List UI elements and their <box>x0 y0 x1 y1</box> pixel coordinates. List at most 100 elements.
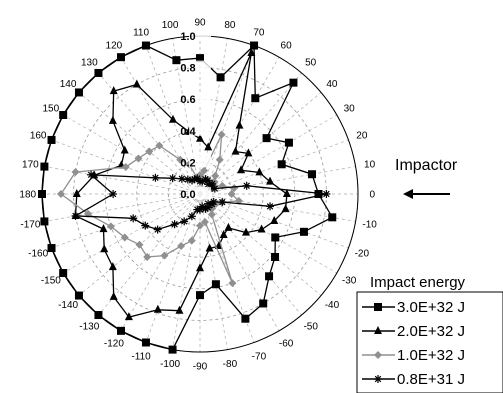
data-point <box>106 222 115 231</box>
data-point <box>47 244 56 253</box>
data-point <box>215 155 224 164</box>
data-point <box>176 155 185 164</box>
series <box>56 130 243 288</box>
data-point <box>314 190 323 198</box>
data-point <box>284 138 293 147</box>
data-point <box>153 225 162 234</box>
data-point <box>141 41 150 50</box>
angle-tick-label: -90 <box>193 362 208 373</box>
legend-title: Impact energy <box>370 274 466 291</box>
data-point <box>281 204 290 213</box>
legend-label: 3.0E+32 J <box>397 299 465 316</box>
data-point <box>187 236 196 245</box>
data-point <box>143 252 152 261</box>
data-point <box>109 190 118 198</box>
data-point <box>121 162 130 171</box>
grid-spoke <box>120 193 201 332</box>
data-point <box>196 133 204 142</box>
angle-tick-label: 60 <box>281 40 293 51</box>
angle-tick-label: 70 <box>253 28 265 39</box>
data-point <box>40 162 49 171</box>
data-point <box>94 68 103 77</box>
impactor-annotation: Impactor <box>395 157 458 199</box>
angle-tick-label: 140 <box>60 79 77 90</box>
data-point <box>120 145 129 154</box>
data-point <box>207 210 216 219</box>
data-point <box>271 233 280 242</box>
angle-tick-label: -40 <box>325 300 340 311</box>
data-point <box>132 79 141 88</box>
angle-tick-label: -70 <box>252 351 267 362</box>
data-point <box>59 111 68 119</box>
data-point <box>271 252 280 261</box>
data-point <box>374 326 382 334</box>
data-point <box>211 280 220 289</box>
data-point <box>255 167 264 176</box>
grid-ring <box>136 130 264 258</box>
legend-item: 3.0E+32 J <box>362 299 465 316</box>
legend-label: 0.8E+31 J <box>397 371 465 388</box>
angle-tick-label: -170 <box>20 219 40 230</box>
angle-tick-label: 20 <box>356 131 368 142</box>
radial-tick-bg <box>189 155 211 168</box>
radial-tick-label: 0.8 <box>180 63 195 75</box>
data-point <box>230 183 239 192</box>
data-point <box>266 176 275 185</box>
legend-label: 1.0E+32 J <box>397 347 465 364</box>
data-point <box>99 224 108 233</box>
data-point <box>219 230 228 239</box>
data-point <box>100 244 109 253</box>
angle-tick-label: -110 <box>131 351 151 362</box>
data-point <box>241 227 250 236</box>
data-point <box>265 272 274 281</box>
grid-spoke <box>199 193 322 296</box>
data-point <box>38 190 46 198</box>
angle-tick-label: -50 <box>303 321 318 332</box>
data-point <box>250 41 259 50</box>
grid-spoke <box>172 38 201 195</box>
grid-spoke <box>51 193 201 249</box>
data-point <box>242 181 251 190</box>
legend-label: 2.0E+32 J <box>397 323 465 340</box>
data-point <box>141 338 150 347</box>
data-point <box>56 190 65 198</box>
angle-tick-label: 130 <box>81 58 98 69</box>
grid-spoke <box>145 193 201 343</box>
angle-tick-label: 180 <box>19 190 36 201</box>
data-point <box>247 47 256 56</box>
data-point <box>224 222 233 231</box>
radial-tick-label: 1.0 <box>180 31 195 43</box>
angle-tick-label: -60 <box>279 339 294 350</box>
data-point <box>244 148 253 157</box>
grid-spoke <box>172 193 201 350</box>
grid-spoke <box>44 166 201 195</box>
grid-spoke <box>199 193 255 343</box>
data-point <box>187 212 196 221</box>
angle-tick-label: 150 <box>43 103 60 114</box>
angle-tick-label: 120 <box>106 40 123 51</box>
impactor-arrow-head <box>403 189 413 199</box>
data-point <box>183 175 192 184</box>
data-point <box>145 147 154 156</box>
angle-tick-label: -100 <box>160 359 180 370</box>
data-point <box>241 314 250 323</box>
grid-spoke <box>199 193 228 350</box>
data-point <box>160 251 169 260</box>
angle-tick-label: 10 <box>364 160 376 171</box>
radial-tick-bg <box>189 60 211 73</box>
grid-spoke <box>62 114 201 195</box>
data-point <box>211 171 220 180</box>
angle-tick-label: -20 <box>355 248 370 259</box>
data-point <box>117 53 125 62</box>
data-point <box>108 262 117 271</box>
angle-tick-label: 100 <box>162 20 179 31</box>
data-point <box>71 168 80 177</box>
data-point <box>374 303 382 311</box>
data-point <box>120 233 129 242</box>
angle-tick-label: -150 <box>41 276 61 287</box>
grid-spoke <box>199 114 338 195</box>
data-point <box>231 146 240 155</box>
grid-spoke <box>98 72 201 195</box>
angle-tick-label: -10 <box>362 219 377 230</box>
angle-tick-label: -120 <box>104 339 124 350</box>
